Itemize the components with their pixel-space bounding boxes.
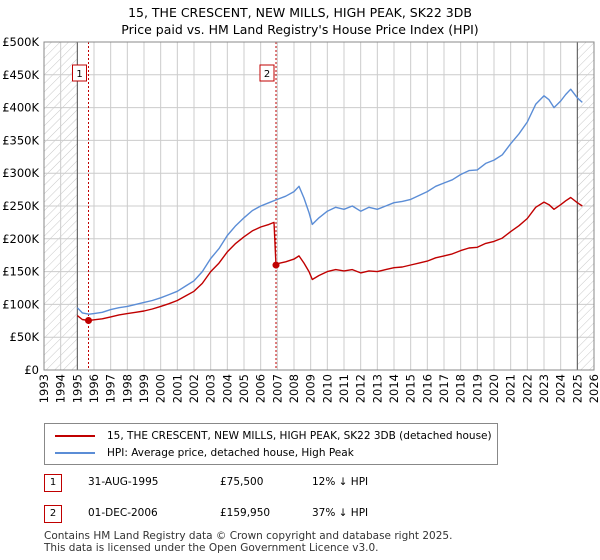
- footer-licence: This data is licensed under the Open Gov…: [44, 542, 379, 554]
- hpi-series-line: [76, 88, 583, 315]
- x-tick-label: 2008: [287, 374, 301, 403]
- legend-line-hpi: [55, 452, 95, 454]
- transaction-date: 01-DEC-2006: [88, 507, 158, 519]
- x-tick-label: 2020: [487, 374, 501, 403]
- x-tick-label: 1995: [70, 374, 84, 403]
- x-tick-label: 2023: [537, 374, 551, 403]
- legend: 15, THE CRESCENT, NEW MILLS, HIGH PEAK, …: [44, 423, 498, 465]
- x-tick-label: 2009: [304, 374, 318, 403]
- x-tick-label: 2004: [220, 374, 234, 403]
- x-tick-label: 2019: [470, 374, 484, 403]
- x-tick-label: 2015: [404, 374, 418, 403]
- x-tick-label: 1998: [120, 374, 134, 403]
- plot-border: [43, 41, 595, 371]
- x-tick-label: 2024: [554, 374, 568, 403]
- legend-label-hpi: HPI: Average price, detached house, High…: [107, 447, 354, 459]
- x-tick-label: 2003: [204, 374, 218, 403]
- y-tick-label: £50K: [10, 330, 40, 344]
- x-tick-label: 2014: [387, 374, 401, 403]
- legend-item-hpi: HPI: Average price, detached house, High…: [55, 445, 354, 461]
- x-tick-label: 2002: [187, 374, 201, 403]
- x-tick-label: 2022: [520, 374, 534, 403]
- x-tick-label: 2013: [370, 374, 384, 403]
- y-tick-label: £500K: [2, 35, 39, 49]
- x-tick-label: 2021: [504, 374, 518, 403]
- x-tick-label: 2017: [437, 374, 451, 403]
- x-tick-label: 1997: [104, 374, 118, 403]
- x-tick-label: 2010: [320, 374, 334, 403]
- x-tick-label: 2011: [337, 374, 351, 403]
- y-tick-label: £200K: [2, 232, 39, 246]
- y-tick-label: £150K: [2, 265, 39, 279]
- y-tick-label: £250K: [2, 199, 39, 213]
- y-tick-label: £400K: [2, 101, 39, 115]
- y-tick-label: £100K: [2, 297, 39, 311]
- transaction-hpi: 37% ↓ HPI: [312, 507, 369, 519]
- y-tick-label: £300K: [2, 166, 39, 180]
- sale-point: [272, 261, 280, 269]
- legend-item-property: 15, THE CRESCENT, NEW MILLS, HIGH PEAK, …: [55, 428, 492, 444]
- sale-point: [85, 316, 92, 324]
- x-tick-label: 2026: [587, 374, 600, 403]
- x-tick-label: 1993: [37, 374, 51, 403]
- sale-label-box: [72, 64, 87, 82]
- sale-label: 2: [264, 69, 270, 80]
- legend-label-property: 15, THE CRESCENT, NEW MILLS, HIGH PEAK, …: [107, 430, 492, 442]
- transaction-marker: 2: [44, 505, 62, 523]
- transaction-price: £75,500: [220, 476, 264, 488]
- x-tick-label: 2007: [270, 374, 284, 403]
- x-tick-label: 1994: [54, 374, 68, 403]
- chart-title: 15, THE CRESCENT, NEW MILLS, HIGH PEAK, …: [128, 5, 472, 20]
- x-tick-label: 2016: [420, 374, 434, 403]
- x-tick-label: 2006: [254, 374, 268, 403]
- sale-label-box: [259, 64, 275, 82]
- legend-line-property: [55, 435, 95, 437]
- x-tick-label: 2018: [454, 374, 468, 403]
- transaction-price: £159,950: [220, 507, 271, 519]
- y-tick-label: £0: [24, 363, 39, 377]
- transaction-date: 31-AUG-1995: [88, 476, 159, 488]
- chart-subtitle: Price paid vs. HM Land Registry's House …: [121, 22, 479, 37]
- x-tick-label: 1996: [87, 374, 101, 403]
- footer: Contains HM Land Registry data © Crown c…: [44, 530, 452, 554]
- x-tick-label: 2000: [154, 374, 168, 403]
- y-tick-label: £350K: [2, 133, 39, 147]
- property-series-line: [76, 196, 583, 322]
- x-tick-label: 2012: [354, 374, 368, 403]
- transaction-marker: 1: [44, 474, 62, 492]
- y-tick-label: £450K: [2, 68, 39, 82]
- sale-label: 1: [76, 69, 82, 80]
- x-tick-label: 1999: [137, 374, 151, 403]
- x-tick-label: 2005: [237, 374, 251, 403]
- footer-copyright: Contains HM Land Registry data © Crown c…: [44, 530, 453, 542]
- x-tick-label: 2025: [570, 374, 584, 403]
- transaction-hpi: 12% ↓ HPI: [312, 476, 369, 488]
- price-chart: £0 £50K £100K £150K £200K £250K £300K £350K £400…: [2, 35, 600, 403]
- x-tick-label: 2001: [170, 374, 184, 403]
